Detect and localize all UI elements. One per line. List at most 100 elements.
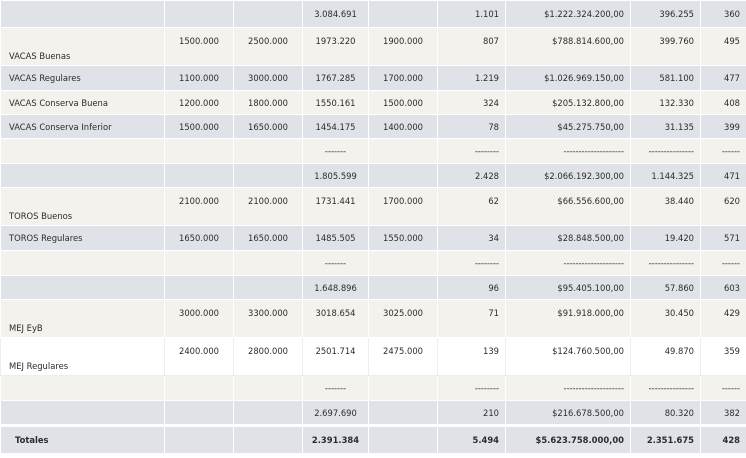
table-row: 1.648.896 96 $95.405.100,00 57.860 603	[0, 275, 746, 300]
category-cell: VACAS Conserva Buena	[0, 90, 165, 115]
base-cell: 1700.000	[368, 187, 438, 226]
base-cell	[368, 163, 438, 188]
avg-cell: 3018.654	[302, 299, 369, 338]
amount-cell: $788.814.600,00	[505, 27, 631, 66]
amount-cell: $95.405.100,00	[505, 275, 631, 300]
avg-cell: 2501.714	[302, 337, 369, 376]
avg-weight-cell: ------	[700, 250, 746, 276]
category-cell	[0, 250, 165, 276]
price-max-cell	[233, 400, 303, 426]
avg-cell: 1767.285	[302, 65, 369, 91]
kilos-cell: 38.440	[630, 187, 701, 226]
price-min-cell: 1100.000	[164, 65, 234, 91]
avg-cell: 3.084.691	[302, 0, 369, 28]
avg-weight-cell: 495	[700, 27, 746, 66]
avg-weight-cell: 471	[700, 163, 746, 188]
head-count-cell: 78	[437, 114, 506, 139]
table-row: MEJ Regulares 2400.000 2800.000 2501.714 247…	[0, 337, 746, 376]
price-max-cell: 1650.000	[233, 114, 303, 139]
price-min-cell: 3000.000	[164, 299, 234, 338]
category-cell: MEJ Regulares	[0, 337, 165, 376]
price-min-cell	[164, 275, 234, 300]
table-row: TOROS Buenos 2100.000 2100.000 1731.441 1700…	[0, 187, 746, 226]
price-min-cell: 1500.000	[164, 27, 234, 66]
head-count-cell: 139	[437, 337, 506, 376]
base-cell	[368, 375, 438, 401]
avg-weight-cell: 360	[700, 0, 746, 28]
head-count-cell: 1.219	[437, 65, 506, 91]
price-max-cell: 3000.000	[233, 65, 303, 91]
totals-empty-cell	[233, 424, 303, 454]
price-min-cell	[164, 250, 234, 276]
kilos-cell: 31.135	[630, 114, 701, 139]
kilos-cell: 49.870	[630, 337, 701, 376]
avg-cell: 1485.505	[302, 225, 369, 251]
head-count-cell: --------	[437, 250, 506, 276]
kilos-cell: 396.255	[630, 0, 701, 28]
base-cell: 2475.000	[368, 337, 438, 376]
totals-row: Totales 2.391.384 5.494 $5.623.758.000,0…	[0, 424, 746, 454]
avg-weight-cell: 382	[700, 400, 746, 426]
avg-weight-cell: 408	[700, 90, 746, 115]
price-max-cell: 2500.000	[233, 27, 303, 66]
head-count-cell: 96	[437, 275, 506, 300]
price-max-cell: 1800.000	[233, 90, 303, 115]
amount-cell: $28.848.500,00	[505, 225, 631, 251]
base-cell: 1550.000	[368, 225, 438, 251]
amount-cell: $216.678.500,00	[505, 400, 631, 426]
price-max-cell	[233, 163, 303, 188]
category-cell	[0, 163, 165, 188]
avg-cell: 2.697.690	[302, 400, 369, 426]
kilos-cell: 19.420	[630, 225, 701, 251]
price-max-cell: 3300.000	[233, 299, 303, 338]
price-max-cell	[233, 275, 303, 300]
totals-kg: 2.391.384	[302, 424, 369, 454]
base-cell: 1500.000	[368, 90, 438, 115]
totals-cabezas: 5.494	[437, 424, 506, 454]
kilos-cell: 399.760	[630, 27, 701, 66]
kilos-cell: 80.320	[630, 400, 701, 426]
amount-cell: $2.066.192.300,00	[505, 163, 631, 188]
kilos-cell: 57.860	[630, 275, 701, 300]
kilos-cell: ---------------	[630, 138, 701, 164]
head-count-cell: 71	[437, 299, 506, 338]
avg-cell: 1.648.896	[302, 275, 369, 300]
kilos-cell: 132.330	[630, 90, 701, 115]
avg-cell: -------	[302, 250, 369, 276]
avg-cell: 1731.441	[302, 187, 369, 226]
avg-weight-cell: 603	[700, 275, 746, 300]
category-cell: VACAS Conserva Inferior	[0, 114, 165, 139]
price-min-cell	[164, 375, 234, 401]
head-count-cell: 2.428	[437, 163, 506, 188]
price-max-cell	[233, 0, 303, 28]
totals-promedio: 428	[700, 424, 746, 454]
price-max-cell	[233, 250, 303, 276]
table-row: 1.805.599 2.428 $2.066.192.300,00 1.144.325…	[0, 163, 746, 188]
avg-weight-cell: 571	[700, 225, 746, 251]
price-min-cell: 1650.000	[164, 225, 234, 251]
table-row: VACAS Regulares 1100.000 3000.000 1767.285 1…	[0, 65, 746, 91]
head-count-cell: 62	[437, 187, 506, 226]
base-cell	[368, 400, 438, 426]
avg-weight-cell: 359	[700, 337, 746, 376]
head-count-cell: 1.101	[437, 0, 506, 28]
table-row: VACAS Conserva Inferior 1500.000 1650.000 1…	[0, 114, 746, 139]
avg-weight-cell: ------	[700, 375, 746, 401]
head-count-cell: --------	[437, 138, 506, 164]
amount-cell: $1.222.324.200,00	[505, 0, 631, 28]
base-cell: 1400.000	[368, 114, 438, 139]
price-max-cell	[233, 375, 303, 401]
category-cell	[0, 0, 165, 28]
totals-kilos: 2.351.675	[630, 424, 701, 454]
head-count-cell: --------	[437, 375, 506, 401]
amount-cell: $205.132.800,00	[505, 90, 631, 115]
amount-cell: $45.275.750,00	[505, 114, 631, 139]
kilos-cell: ---------------	[630, 250, 701, 276]
price-max-cell: 2800.000	[233, 337, 303, 376]
kilos-cell: 1.144.325	[630, 163, 701, 188]
avg-cell: 1550.161	[302, 90, 369, 115]
price-min-cell: 2100.000	[164, 187, 234, 226]
category-cell	[0, 375, 165, 401]
price-max-cell: 1650.000	[233, 225, 303, 251]
base-cell: 3025.000	[368, 299, 438, 338]
